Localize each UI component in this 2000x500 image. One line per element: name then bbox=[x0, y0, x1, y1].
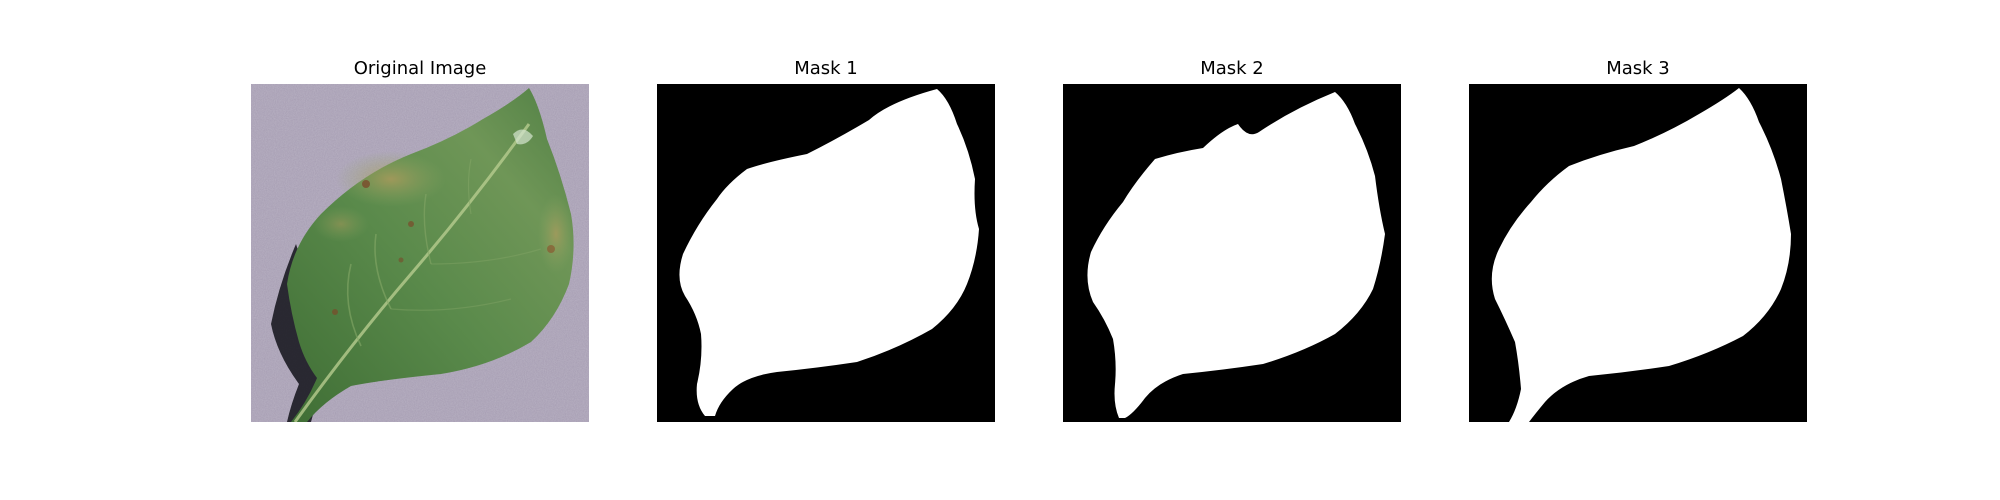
mask-foreground bbox=[679, 89, 979, 416]
original-leaf-image bbox=[251, 84, 589, 422]
panel-mask-1: Mask 1 bbox=[657, 56, 995, 426]
leaf-midrib bbox=[293, 123, 531, 422]
panel-title: Mask 1 bbox=[794, 58, 858, 79]
panel-original-image: Original Image bbox=[251, 56, 589, 426]
mask-foreground bbox=[1087, 92, 1385, 418]
panel-title: Mask 3 bbox=[1606, 58, 1670, 79]
mask-foreground bbox=[1491, 88, 1791, 422]
panel-title: Mask 2 bbox=[1200, 58, 1264, 79]
panel-title: Original Image bbox=[353, 58, 487, 79]
mask-2-image bbox=[1063, 84, 1401, 422]
mask-3-image bbox=[1469, 84, 1807, 422]
panel-mask-2: Mask 2 bbox=[1063, 56, 1401, 426]
mask-1-image bbox=[657, 84, 995, 422]
panel-mask-3: Mask 3 bbox=[1469, 56, 1807, 426]
